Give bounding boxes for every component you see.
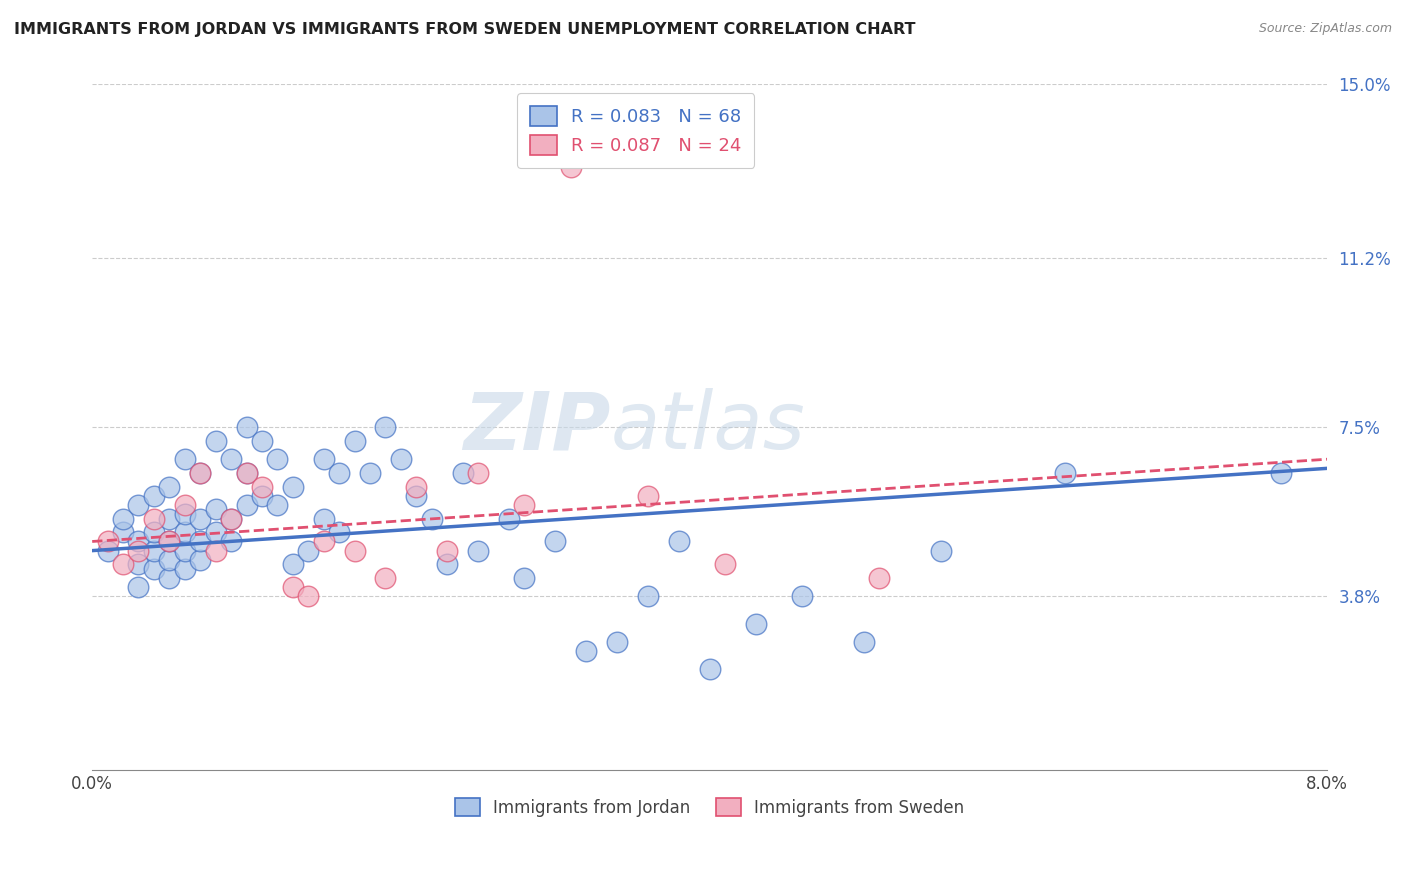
Point [112, 525, 135, 540]
Point [297, 543, 319, 558]
Point [560, 160, 582, 174]
Point [235, 466, 257, 480]
Point [467, 466, 489, 480]
Point [312, 534, 335, 549]
Point [513, 498, 536, 512]
Point [173, 498, 195, 512]
Text: atlas: atlas [610, 388, 806, 467]
Point [869, 571, 891, 585]
Text: IMMIGRANTS FROM JORDAN VS IMMIGRANTS FROM SWEDEN UNEMPLOYMENT CORRELATION CHART: IMMIGRANTS FROM JORDAN VS IMMIGRANTS FRO… [14, 22, 915, 37]
Point [436, 543, 458, 558]
Point [142, 511, 165, 525]
Point [157, 571, 180, 585]
Point [266, 452, 288, 467]
Point [328, 466, 350, 480]
Point [405, 480, 427, 494]
Point [405, 489, 427, 503]
Point [359, 466, 381, 480]
Point [188, 511, 211, 525]
Point [188, 466, 211, 480]
Point [281, 480, 304, 494]
Text: Source: ZipAtlas.com: Source: ZipAtlas.com [1258, 22, 1392, 36]
Point [343, 434, 366, 448]
Point [266, 498, 288, 512]
Point [498, 511, 520, 525]
Point [157, 534, 180, 549]
Point [157, 511, 180, 525]
Point [142, 525, 165, 540]
Point [127, 498, 149, 512]
Point [668, 534, 690, 549]
Text: ZIP: ZIP [464, 388, 610, 467]
Point [235, 420, 257, 434]
Legend: Immigrants from Jordan, Immigrants from Sweden: Immigrants from Jordan, Immigrants from … [449, 791, 972, 823]
Point [219, 452, 242, 467]
Point [127, 543, 149, 558]
Point [745, 616, 768, 631]
Point [188, 534, 211, 549]
Point [204, 502, 226, 516]
Point [127, 534, 149, 549]
Point [374, 420, 396, 434]
Point [389, 452, 412, 467]
Point [173, 525, 195, 540]
Point [97, 543, 120, 558]
Point [142, 562, 165, 576]
Point [714, 558, 737, 572]
Point [1053, 466, 1076, 480]
Point [173, 543, 195, 558]
Point [219, 511, 242, 525]
Point [699, 663, 721, 677]
Point [637, 590, 659, 604]
Point [792, 590, 814, 604]
Point [1270, 466, 1292, 480]
Point [929, 543, 952, 558]
Point [219, 511, 242, 525]
Point [420, 511, 443, 525]
Point [281, 580, 304, 594]
Point [188, 466, 211, 480]
Point [157, 534, 180, 549]
Point [343, 543, 366, 558]
Point [250, 489, 273, 503]
Point [467, 543, 489, 558]
Point [436, 558, 458, 572]
Point [173, 452, 195, 467]
Point [250, 480, 273, 494]
Point [312, 452, 335, 467]
Point [142, 489, 165, 503]
Point [204, 434, 226, 448]
Point [312, 511, 335, 525]
Point [297, 590, 319, 604]
Point [544, 534, 567, 549]
Point [97, 534, 120, 549]
Point [235, 498, 257, 512]
Point [250, 434, 273, 448]
Point [127, 558, 149, 572]
Point [281, 558, 304, 572]
Point [513, 571, 536, 585]
Point [204, 543, 226, 558]
Point [235, 466, 257, 480]
Point [157, 480, 180, 494]
Point [637, 489, 659, 503]
Point [219, 534, 242, 549]
Point [451, 466, 474, 480]
Point [374, 571, 396, 585]
Point [853, 635, 876, 649]
Point [127, 580, 149, 594]
Point [173, 507, 195, 521]
Point [112, 511, 135, 525]
Point [112, 558, 135, 572]
Point [188, 553, 211, 567]
Point [328, 525, 350, 540]
Point [204, 525, 226, 540]
Point [142, 543, 165, 558]
Point [575, 644, 598, 658]
Point [157, 553, 180, 567]
Point [173, 562, 195, 576]
Point [606, 635, 628, 649]
